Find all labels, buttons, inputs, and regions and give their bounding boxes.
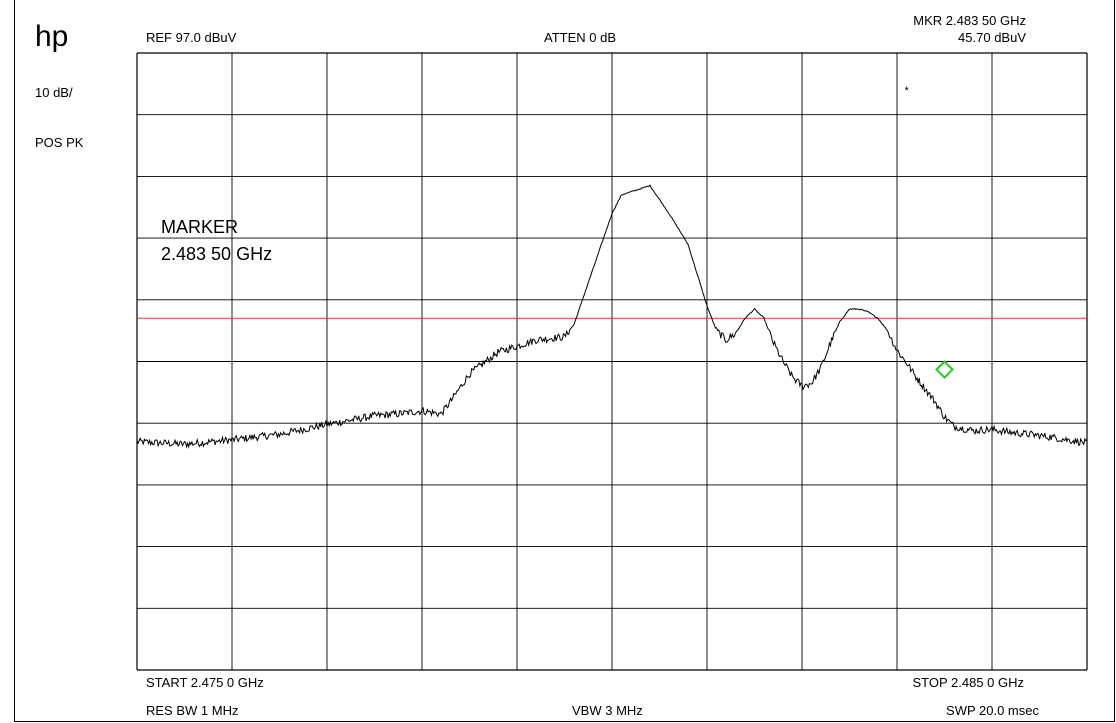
marker-amplitude-label: 45.70 dBuV: [958, 30, 1026, 45]
detector-label: POS PK: [35, 135, 84, 150]
marker-diamond-icon: [935, 360, 954, 379]
annotation-star: *: [905, 85, 910, 97]
graticule: [136, 52, 1088, 671]
marker-readout: MARKER 2.483 50 GHz: [161, 214, 272, 268]
video-bandwidth-label: VBW 3 MHz: [572, 703, 643, 718]
marker-readout-frequency: 2.483 50 GHz: [161, 244, 273, 264]
resolution-bandwidth-label: RES BW 1 MHz: [146, 703, 239, 718]
ref-level-label: REF 97.0 dBuV: [146, 30, 237, 45]
sweep-time-label: SWP 20.0 msec: [946, 703, 1039, 718]
stop-frequency-label: STOP 2.485 0 GHz: [912, 675, 1024, 690]
hp-logo: hp: [35, 20, 69, 53]
spectrum-trace: [136, 184, 1088, 449]
instrument-frame: [14, 0, 1115, 722]
marker-readout-title: MARKER: [161, 217, 239, 237]
attenuation-label: ATTEN 0 dB: [544, 30, 617, 45]
scale-label: 10 dB/: [35, 85, 73, 100]
start-frequency-label: START 2.475 0 GHz: [146, 675, 264, 690]
marker-frequency-label: MKR 2.483 50 GHz: [913, 13, 1026, 28]
